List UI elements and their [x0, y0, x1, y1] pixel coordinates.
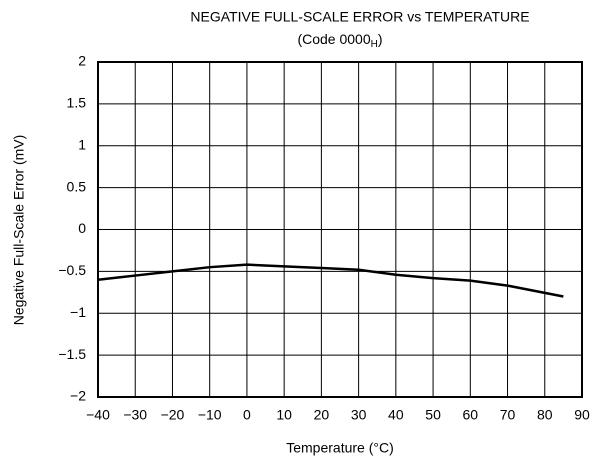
y-tick-label: −1.5: [58, 346, 86, 362]
y-axis-label: Negative Full-Scale Error (mV): [11, 135, 27, 326]
y-tick-label: −0.5: [58, 262, 86, 278]
x-tick-label: 40: [388, 407, 404, 423]
chart-subtitle: (Code 0000H): [297, 31, 382, 50]
x-tick-label: 20: [314, 407, 330, 423]
y-tick-label: 0: [78, 220, 86, 236]
y-tick-label: 1.5: [67, 95, 87, 111]
x-tick-label: −30: [123, 407, 147, 423]
y-tick-label: 0.5: [67, 178, 87, 194]
x-axis-label: Temperature (°C): [286, 440, 394, 456]
y-tick-label: 1: [78, 136, 86, 152]
plot-frame: [97, 61, 583, 398]
y-tick-label: −1: [70, 304, 86, 320]
x-tick-label: −10: [198, 407, 222, 423]
chart-title: NEGATIVE FULL-SCALE ERROR vs TEMPERATURE: [190, 9, 529, 25]
x-tick-label: 90: [574, 407, 590, 423]
x-tick-label: 30: [351, 407, 367, 423]
x-tick-label: 70: [500, 407, 516, 423]
x-tick-label: 0: [243, 407, 251, 423]
y-tick-label: 2: [78, 53, 86, 69]
subtitle-subscript: H: [371, 39, 378, 50]
x-tick-label: 60: [463, 407, 479, 423]
x-tick-label: 50: [425, 407, 441, 423]
x-tick-label: 10: [276, 407, 292, 423]
x-tick-label: 80: [537, 407, 553, 423]
x-tick-label: −20: [161, 407, 185, 423]
y-tick-label: −2: [70, 388, 86, 404]
subtitle-text: (Code 0000: [297, 31, 370, 47]
data-line: [97, 263, 564, 298]
subtitle-suffix: ): [378, 31, 383, 47]
x-tick-label: −40: [86, 407, 110, 423]
